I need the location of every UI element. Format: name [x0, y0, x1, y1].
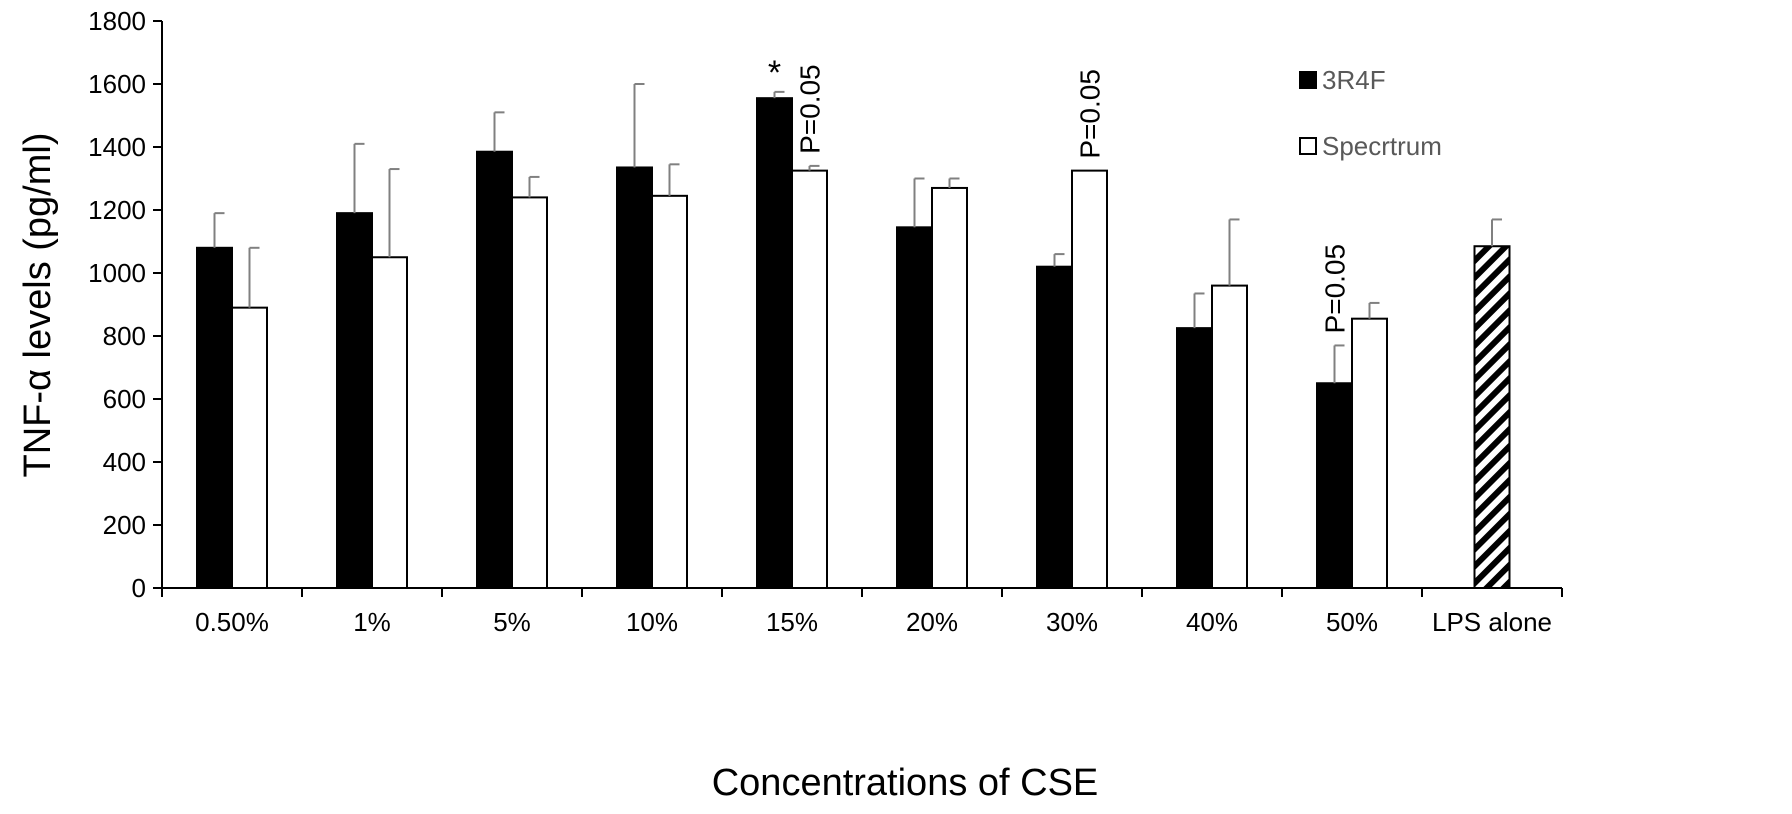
- p-value-annotation: P=0.05: [1320, 244, 1351, 334]
- bar-Specrtrum-40%: [1211, 284, 1248, 589]
- bar-Specrtrum-10%: [651, 194, 688, 589]
- y-tick-label: 1400: [88, 132, 146, 162]
- axes: 0 200 400 600 800 1000 1200 1400 1600 1800 0.50% 1%…: [88, 6, 1563, 637]
- bar-Specrtrum-1%: [371, 256, 408, 589]
- bar-3R4F-20%: [896, 226, 933, 589]
- y-tick-label: 200: [103, 510, 146, 540]
- y-tick-label: 1600: [88, 69, 146, 99]
- bar-3R4F-0.50%: [196, 246, 233, 590]
- bar-3R4F-5%: [476, 150, 513, 589]
- bar-Specrtrum-50%: [1351, 317, 1388, 589]
- x-tick-label: LPS alone: [1432, 607, 1552, 637]
- x-tick-label: 30%: [1046, 607, 1098, 637]
- x-tick-label: 10%: [626, 607, 678, 637]
- x-tick-label: 1%: [353, 607, 391, 637]
- y-axis-label: TNF-α levels (pg/ml): [17, 133, 59, 478]
- p-value-annotation: P=0.05: [1075, 69, 1106, 159]
- legend-label-Specrtrum: Specrtrum: [1322, 131, 1442, 161]
- bar-3R4F-1%: [336, 212, 373, 589]
- bars: [196, 97, 1511, 590]
- bar-3R4F-10%: [616, 166, 653, 589]
- y-tick-label: 1200: [88, 195, 146, 225]
- y-tick-label: 1000: [88, 258, 146, 288]
- error-bars: [213, 83, 1502, 384]
- x-tick-label: 50%: [1326, 607, 1378, 637]
- x-tick-label: 20%: [906, 607, 958, 637]
- y-tick-label: 0: [132, 573, 146, 603]
- y-tick-label: 600: [103, 384, 146, 414]
- y-tick-label: 400: [103, 447, 146, 477]
- bar-Specrtrum-20%: [931, 186, 968, 589]
- significance-star: *: [768, 54, 781, 92]
- legend-swatch-3R4F: [1299, 71, 1317, 89]
- legend-label-3R4F: 3R4F: [1322, 65, 1386, 95]
- bar-3R4F-15%: [756, 97, 793, 590]
- p-value-annotation: P=0.05: [795, 64, 826, 154]
- x-tick-label: 0.50%: [195, 607, 269, 637]
- x-tick-label: 5%: [493, 607, 531, 637]
- x-tick-label: 15%: [766, 607, 818, 637]
- legend: 3R4F Specrtrum: [1299, 65, 1442, 161]
- bar-3R4F-40%: [1176, 327, 1213, 589]
- x-axis-label: Concentrations of CSE: [712, 762, 1099, 804]
- bar-Specrtrum-0.50%: [231, 306, 268, 589]
- bar-lps-alone: [1473, 245, 1511, 589]
- bar-3R4F-30%: [1036, 265, 1073, 589]
- y-tick-label: 1800: [88, 6, 146, 36]
- annotations: * P=0.05 P=0.05 P=0.05: [768, 54, 1351, 334]
- bar-Specrtrum-15%: [791, 169, 828, 589]
- bar-3R4F-50%: [1316, 382, 1353, 589]
- legend-swatch-Specrtrum: [1299, 137, 1317, 155]
- x-tick-label: 40%: [1186, 607, 1238, 637]
- bar-Specrtrum-5%: [511, 196, 548, 589]
- y-tick-label: 800: [103, 321, 146, 351]
- bar-Specrtrum-30%: [1071, 169, 1108, 589]
